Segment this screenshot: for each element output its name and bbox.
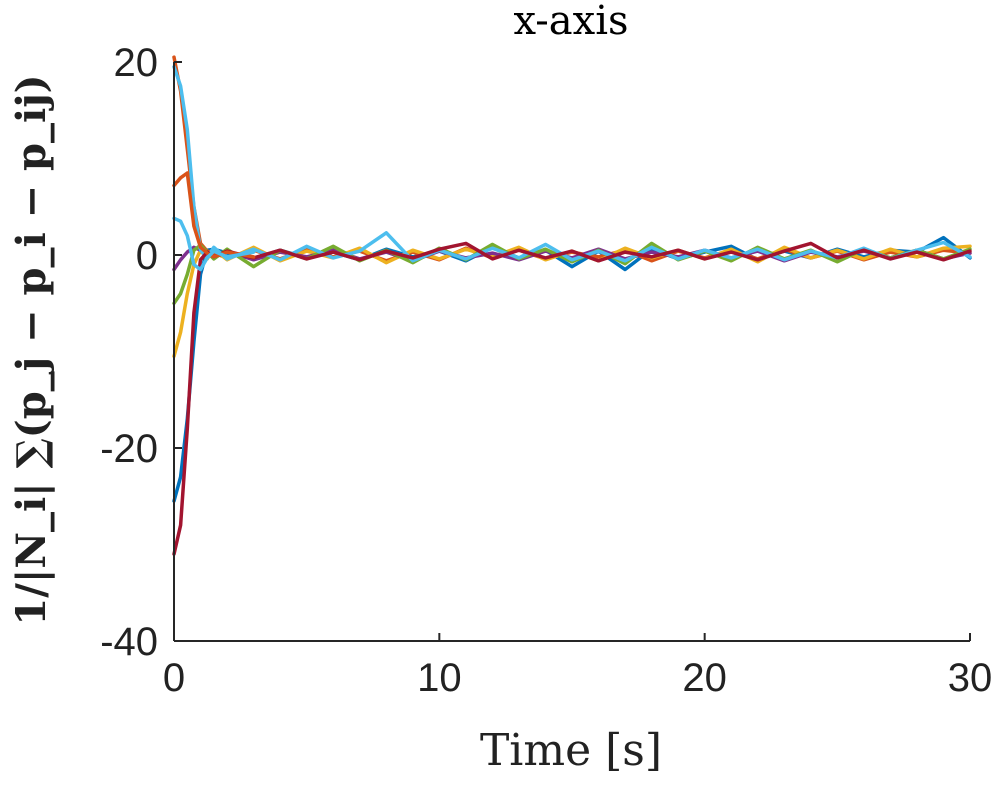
- series-layer: [172, 55, 972, 556]
- y-tick-label: 0: [136, 234, 158, 278]
- x-tick-label: 0: [163, 656, 185, 700]
- x-tick-label: 10: [417, 656, 462, 700]
- y-tick-label: -40: [100, 620, 158, 664]
- x-tick-label: 20: [682, 656, 727, 700]
- x-tick-label: 30: [948, 656, 993, 700]
- series-line-7: [172, 241, 972, 556]
- series-line-6: [172, 65, 972, 263]
- y-tick-label: -20: [100, 427, 158, 471]
- chart-title: x-axis: [513, 0, 628, 44]
- series-line-9: [172, 216, 256, 272]
- x-axis-label: Time [s]: [480, 725, 662, 776]
- axes: [173, 62, 970, 642]
- series-line-1: [172, 235, 972, 503]
- series-line-8: [172, 171, 256, 259]
- series-line-2: [172, 55, 972, 263]
- y-axis-label: 1/|N_i| ∑(p_j − p_i − p_ij): [8, 74, 55, 625]
- tick-layer: 0 10 20 30 -40 -20 0 20: [100, 41, 992, 700]
- y-tick-label: 20: [114, 41, 159, 85]
